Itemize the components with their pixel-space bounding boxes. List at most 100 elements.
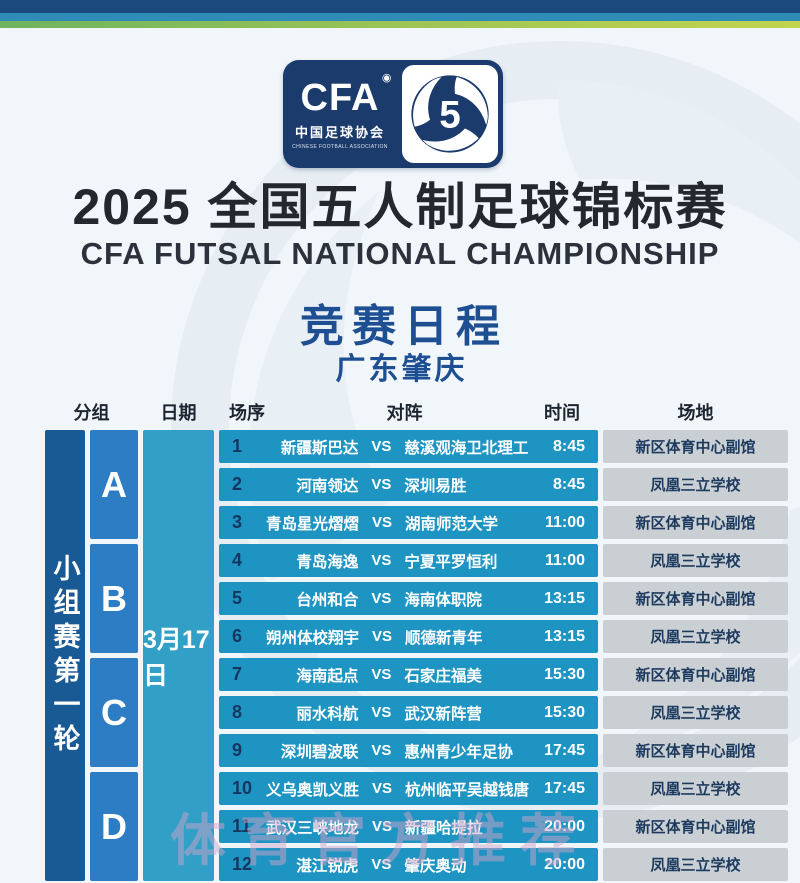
group-cell: B xyxy=(90,544,138,653)
match-row: 9 深圳碧波联 VS 惠州青少年足协 17:45 xyxy=(219,734,598,767)
group-cell: C xyxy=(90,658,138,767)
venue-cell: 凤凰三立学校 xyxy=(603,620,788,653)
column-header-match-block: 场序 对阵 时间 xyxy=(219,399,598,425)
vs-label: VS xyxy=(371,704,392,721)
vs-label: VS xyxy=(371,438,392,455)
away-team: 海南体职院 xyxy=(404,591,482,609)
match-time: 11:00 xyxy=(544,513,585,531)
away-team: 深圳易胜 xyxy=(404,477,467,495)
column-header-time: 时间 xyxy=(544,403,580,423)
home-team: 义乌奥凯义胜 xyxy=(265,781,359,799)
match-row: 8 丽水科航 VS 武汉新阵营 15:30 xyxy=(219,696,598,729)
match-number: 6 xyxy=(232,626,243,646)
match-number: 5 xyxy=(232,588,243,608)
match-time: 11:00 xyxy=(544,551,585,569)
match-row: 2 河南领达 VS 深圳易胜 8:45 xyxy=(219,468,598,501)
page-title: 2025 全国五人制足球锦标赛 xyxy=(72,179,728,235)
venue-cell: 新区体育中心副馆 xyxy=(603,430,788,463)
venue-cell: 新区体育中心副馆 xyxy=(603,582,788,615)
match-time: 8:45 xyxy=(552,437,585,455)
match-row: 12 湛江锐虎 VS 肇庆奥动 20:00 xyxy=(219,848,598,881)
home-team: 朔州体校翔宇 xyxy=(266,629,360,647)
venue-cell: 新区体育中心副馆 xyxy=(603,658,788,691)
home-team: 青岛星光熠熠 xyxy=(266,515,360,533)
away-team: 宁夏平罗恒利 xyxy=(404,553,498,571)
home-team: 新疆斯巴达 xyxy=(280,439,359,457)
match-number: 8 xyxy=(232,702,243,722)
column-header-group: 分组 xyxy=(73,403,110,423)
match-row: 1 新疆斯巴达 VS 慈溪观海卫北理工 8:45 xyxy=(219,430,598,463)
venue-cell: 凤凰三立学校 xyxy=(603,696,788,729)
cfa-english-name: CHINESE FOOTBALL ASSOCIATION xyxy=(292,143,388,150)
away-team: 慈溪观海卫北理工 xyxy=(404,439,529,457)
top-stripe-green xyxy=(0,21,800,28)
vs-label: VS xyxy=(372,628,393,645)
match-row: 11 武汉三峡地龙 VS 新疆哈提拉 20:00 xyxy=(219,810,598,843)
cfa-logo: CFA ◉ 中国足球协会 CHINESE FOOTBALL ASSOCIATIO… xyxy=(283,60,503,168)
match-row: 7 海南起点 VS 石家庄福美 15:30 xyxy=(219,658,598,691)
venue-cell: 新区体育中心副馆 xyxy=(603,734,788,767)
home-team: 河南领达 xyxy=(296,477,359,495)
table-header-row: 分组 日期 场序 对阵 时间 场地 xyxy=(45,399,788,425)
match-number: 1 xyxy=(232,436,243,456)
column-header-venue: 场地 xyxy=(677,403,714,423)
match-number: 9 xyxy=(232,740,243,760)
away-team: 顺德新青年 xyxy=(405,629,483,647)
cfa-acronym: CFA ◉ xyxy=(300,71,393,119)
match-row: 10 义乌奥凯义胜 VS 杭州临平吴越钱唐 17:45 xyxy=(219,772,598,805)
football-icon: ◉ xyxy=(381,71,393,84)
home-team: 深圳碧波联 xyxy=(280,743,359,761)
match-time: 15:30 xyxy=(544,665,585,683)
svg-text:5: 5 xyxy=(439,93,460,136)
away-team: 石家庄福美 xyxy=(404,667,482,685)
away-team: 武汉新阵营 xyxy=(404,705,482,723)
page-subtitle: CFA FUTSAL NATIONAL CHAMPIONSHIP xyxy=(80,236,720,271)
match-time: 20:00 xyxy=(544,817,585,835)
home-team: 青岛海逸 xyxy=(296,553,359,571)
away-team: 湖南师范大学 xyxy=(405,515,499,533)
match-row: 3 青岛星光熠熠 VS 湖南师范大学 11:00 xyxy=(219,506,598,539)
vs-label: VS xyxy=(371,780,392,797)
vs-label: VS xyxy=(371,590,392,607)
match-time: 17:45 xyxy=(544,741,585,759)
home-team: 丽水科航 xyxy=(296,705,359,723)
column-header-order: 场序 xyxy=(229,403,265,423)
match-time: 20:00 xyxy=(544,855,585,873)
match-number: 12 xyxy=(232,854,253,874)
swirl-5-icon: 5 xyxy=(411,75,489,153)
cfa-logo-text-block: CFA ◉ 中国足球协会 CHINESE FOOTBALL ASSOCIATIO… xyxy=(283,60,397,168)
column-header-matchup: 对阵 xyxy=(386,403,423,423)
match-time: 17:45 xyxy=(544,779,585,797)
group-cell: A xyxy=(90,430,138,539)
venue-cell: 新区体育中心副馆 xyxy=(603,810,788,843)
match-number: 2 xyxy=(232,474,243,494)
match-time: 13:15 xyxy=(544,589,585,607)
date-cell: 3月17日 xyxy=(143,430,214,881)
match-number: 11 xyxy=(232,816,252,836)
top-stripe-navy xyxy=(0,0,800,13)
match-time: 13:15 xyxy=(544,627,585,645)
venue-cell: 新区体育中心副馆 xyxy=(603,506,788,539)
schedule-grid: 小组赛第一轮 3月17日 A 1 新疆斯巴达 VS 慈溪观海卫北理工 8:45 新区体育中心… xyxy=(45,430,788,881)
vs-label: VS xyxy=(372,818,393,835)
away-team: 新疆哈提拉 xyxy=(405,819,483,837)
match-number: 3 xyxy=(232,512,243,532)
top-stripe-blue xyxy=(0,13,800,21)
vs-label: VS xyxy=(371,666,392,683)
match-number: 10 xyxy=(232,778,253,798)
futsal-league-emblem: 5 xyxy=(402,65,498,163)
match-row: 5 台州和合 VS 海南体职院 13:15 xyxy=(219,582,598,615)
match-number: 4 xyxy=(232,550,243,570)
venue-cell: 凤凰三立学校 xyxy=(603,468,788,501)
venue-cell: 凤凰三立学校 xyxy=(603,848,788,881)
match-number: 7 xyxy=(232,664,243,684)
match-time: 8:45 xyxy=(552,475,585,493)
vs-label: VS xyxy=(371,742,392,759)
schedule-location: 广东肇庆 xyxy=(335,353,468,386)
home-team: 湛江锐虎 xyxy=(296,857,359,875)
venue-cell: 凤凰三立学校 xyxy=(603,544,788,577)
home-team: 台州和合 xyxy=(296,591,359,609)
away-team: 杭州临平吴越钱唐 xyxy=(404,781,529,799)
column-header-date: 日期 xyxy=(160,403,197,423)
round-label-cell: 小组赛第一轮 xyxy=(45,430,85,881)
